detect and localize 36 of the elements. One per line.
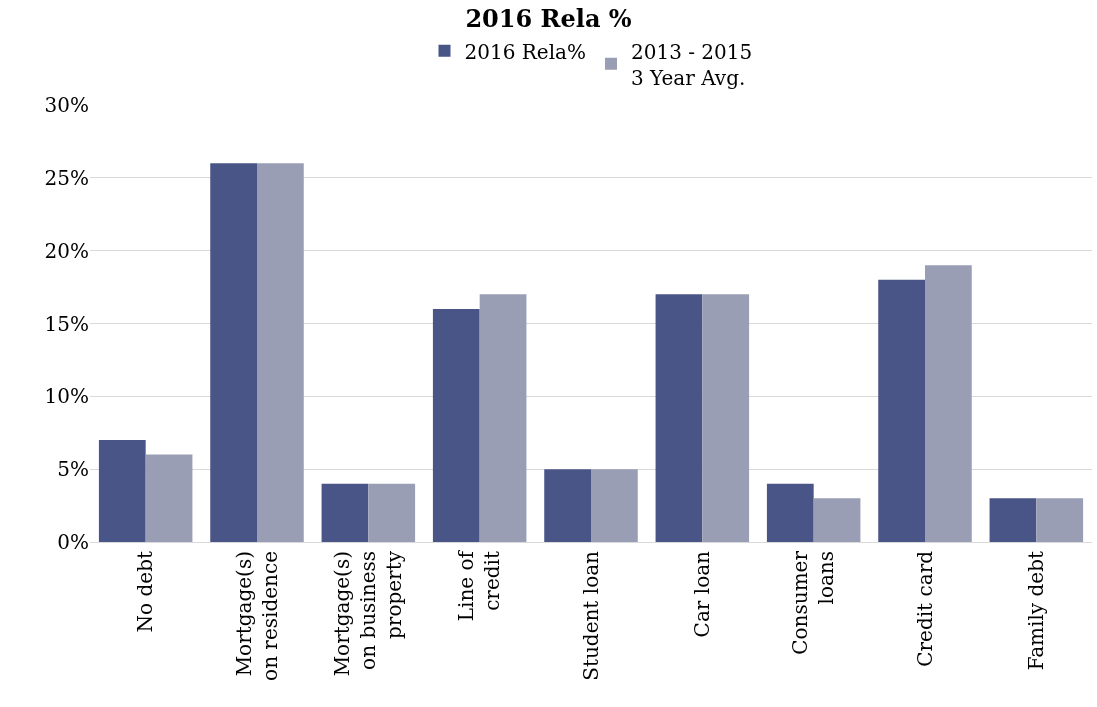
y-tick-label: 5%	[57, 457, 89, 482]
bar	[591, 469, 638, 542]
bar	[766, 483, 814, 542]
x-tick-label: Credit card	[912, 550, 937, 667]
bar	[210, 163, 257, 542]
bar	[479, 294, 527, 542]
x-tick-label: Car loan	[689, 550, 714, 638]
y-tick-label: 30%	[44, 93, 89, 117]
x-tick-label: Consumer loans	[788, 550, 839, 655]
bar	[432, 308, 480, 542]
bar	[257, 163, 304, 542]
bar	[878, 279, 925, 542]
y-tick-label: 10%	[44, 384, 89, 409]
chart-title: 2016 Rela %	[465, 4, 632, 34]
bar	[813, 498, 861, 542]
y-tick-label: 15%	[44, 311, 89, 336]
y-tick-label: 20%	[44, 238, 89, 263]
legend-label: 2013 - 2015 3 Year Avg.	[630, 39, 753, 90]
x-tick-label: No debt	[133, 551, 158, 633]
bar	[98, 440, 146, 542]
bar	[925, 265, 972, 542]
x-tick-label: Family debt	[1023, 551, 1048, 671]
bar	[321, 483, 369, 542]
y-tick-label: 0%	[57, 530, 89, 554]
bar	[145, 454, 193, 542]
bar	[368, 483, 416, 542]
bar	[1036, 498, 1084, 542]
bar	[702, 294, 750, 542]
bar	[989, 498, 1037, 542]
x-tick-label: Student loan	[578, 550, 603, 681]
y-tick-label: 25%	[44, 165, 89, 190]
legend-label: 2016 Rela%	[464, 39, 586, 64]
bar	[544, 469, 591, 542]
x-tick-label: Line of credit	[454, 549, 505, 622]
x-tick-label: Mortgage(s) on residence	[231, 551, 282, 681]
bar	[655, 294, 703, 542]
